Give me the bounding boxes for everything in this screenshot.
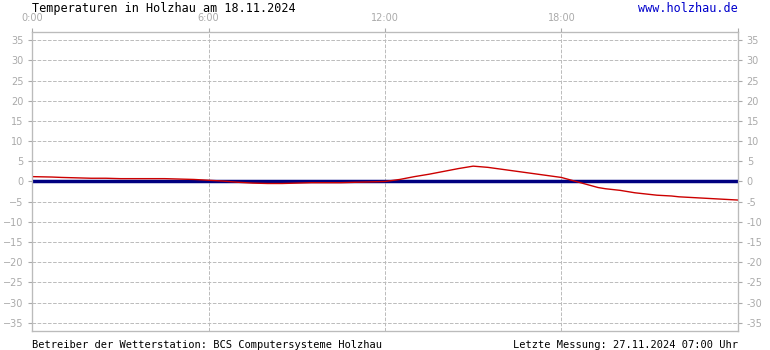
Text: Betreiber der Wetterstation: BCS Computersysteme Holzhau: Betreiber der Wetterstation: BCS Compute…	[32, 340, 383, 350]
Text: Temperaturen in Holzhau am 18.11.2024: Temperaturen in Holzhau am 18.11.2024	[32, 2, 296, 15]
Text: Letzte Messung: 27.11.2024 07:00 Uhr: Letzte Messung: 27.11.2024 07:00 Uhr	[513, 340, 738, 350]
Text: www.holzhau.de: www.holzhau.de	[638, 2, 738, 15]
